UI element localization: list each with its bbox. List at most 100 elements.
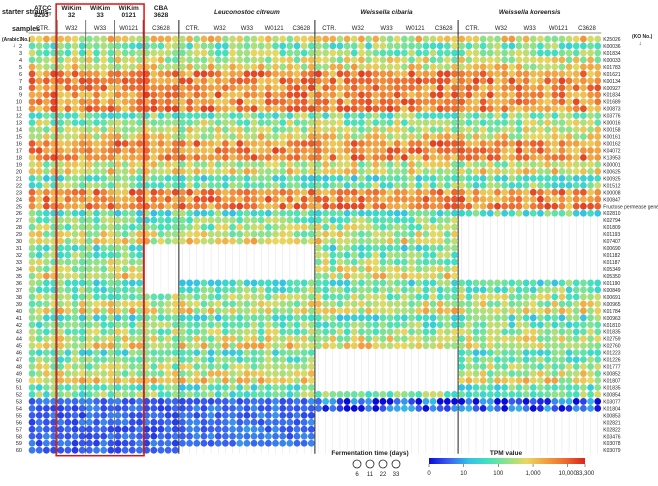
- heatmap-dot: [43, 209, 50, 217]
- heatmap-dot: [422, 49, 430, 57]
- heatmap-dot: [486, 105, 494, 113]
- heatmap-dot: [143, 209, 151, 217]
- heatmap-dot: [494, 181, 501, 189]
- heatmap-dot: [143, 168, 151, 175]
- heatmap-dot: [458, 328, 466, 336]
- heatmap-dot: [264, 286, 272, 294]
- heatmap-dot: [429, 216, 437, 224]
- heatmap-dot: [222, 230, 229, 238]
- heatmap-dot: [207, 384, 215, 391]
- heatmap-dot: [243, 398, 251, 405]
- heatmap-dot: [164, 384, 172, 391]
- heatmap-dot: [472, 56, 480, 64]
- heatmap-dot: [307, 335, 315, 343]
- heatmap-dot: [472, 140, 480, 147]
- heatmap-dot: [200, 63, 208, 71]
- heatmap-dot: [35, 293, 43, 301]
- heatmap-dot: [293, 56, 301, 64]
- row-index-label: (Arabic No.): [2, 37, 31, 43]
- heatmap-dot: [494, 188, 501, 196]
- heatmap-dot: [200, 349, 208, 357]
- heatmap-dot: [171, 230, 179, 238]
- heatmap-dot: [114, 49, 122, 57]
- heatmap-dot: [229, 411, 236, 419]
- heatmap-dot: [85, 112, 93, 120]
- heatmap-dot: [551, 91, 559, 99]
- heatmap-dot: [515, 404, 523, 412]
- ko-number: K00625: [603, 169, 620, 175]
- heatmap-dot: [193, 411, 201, 419]
- heatmap-dot: [365, 286, 372, 294]
- heatmap-dot: [243, 432, 251, 440]
- ko-number: K01190: [603, 281, 620, 287]
- heatmap-dot: [300, 328, 308, 336]
- heatmap-dot: [551, 279, 559, 287]
- heatmap-dot: [408, 147, 415, 154]
- heatmap-dot: [293, 314, 301, 322]
- heatmap-dot: [57, 84, 65, 92]
- ko-number: K01810: [603, 323, 620, 329]
- heatmap-dot: [100, 98, 108, 106]
- heatmap-dot: [465, 140, 473, 147]
- heatmap-dot: [264, 404, 272, 412]
- heatmap-dot: [472, 42, 480, 50]
- heatmap-dot: [300, 70, 308, 78]
- heatmap-dot: [264, 168, 272, 175]
- heatmap-dot: [171, 404, 179, 412]
- heatmap-dot: [293, 411, 301, 419]
- heatmap-dot: [207, 133, 215, 140]
- heatmap-dot: [587, 391, 594, 398]
- heatmap-dot: [85, 140, 93, 147]
- heatmap-dot: [508, 314, 516, 322]
- heatmap-dot: [43, 342, 50, 350]
- heatmap-dot: [458, 363, 466, 370]
- heatmap-dot: [222, 398, 229, 405]
- heatmap-dot: [336, 133, 344, 140]
- heatmap-dot: [587, 404, 594, 412]
- heatmap-dot: [529, 209, 537, 217]
- heatmap-dot: [580, 119, 587, 127]
- heatmap-dot: [522, 349, 530, 357]
- heatmap-dot: [379, 202, 387, 210]
- heatmap-dot: [100, 404, 108, 412]
- heatmap-dot: [157, 202, 165, 210]
- heatmap-dot: [179, 314, 186, 322]
- heatmap-dot: [329, 84, 337, 92]
- heatmap-dot: [580, 335, 587, 343]
- heatmap-dot: [243, 300, 251, 308]
- heatmap-dot: [558, 342, 566, 350]
- heatmap-dot: [257, 223, 265, 231]
- heatmap-dot: [307, 398, 315, 405]
- heatmap-dot: [379, 35, 387, 43]
- heatmap-dot: [300, 84, 308, 92]
- heatmap-dot: [436, 70, 444, 78]
- heatmap-dot: [100, 49, 108, 57]
- heatmap-dot: [551, 321, 559, 329]
- heatmap-dot: [100, 105, 108, 113]
- heatmap-dot: [43, 377, 50, 384]
- row-number: 30: [16, 239, 22, 245]
- heatmap-dot: [429, 56, 437, 64]
- heatmap-dot: [436, 49, 444, 57]
- heatmap-dot: [486, 384, 494, 391]
- heatmap-dot: [114, 244, 122, 252]
- heatmap-dot: [71, 49, 79, 57]
- heatmap-dot: [443, 42, 451, 50]
- heatmap-dot: [93, 105, 100, 113]
- heatmap-dot: [264, 147, 272, 154]
- heatmap-dot: [293, 363, 301, 370]
- heatmap-dot: [150, 63, 158, 71]
- heatmap-dot: [28, 432, 36, 440]
- heatmap-dot: [515, 112, 523, 120]
- heatmap-dot: [272, 98, 279, 106]
- heatmap-dot: [28, 349, 36, 357]
- heatmap-dot: [50, 216, 57, 224]
- heatmap-dot: [565, 70, 573, 78]
- heatmap-dot: [508, 105, 516, 113]
- heatmap-dot: [300, 63, 308, 71]
- heatmap-dot: [408, 154, 415, 161]
- heatmap-dot: [587, 140, 594, 147]
- heatmap-dot: [350, 258, 358, 266]
- heatmap-dot: [451, 209, 458, 217]
- heatmap-dot: [486, 404, 494, 412]
